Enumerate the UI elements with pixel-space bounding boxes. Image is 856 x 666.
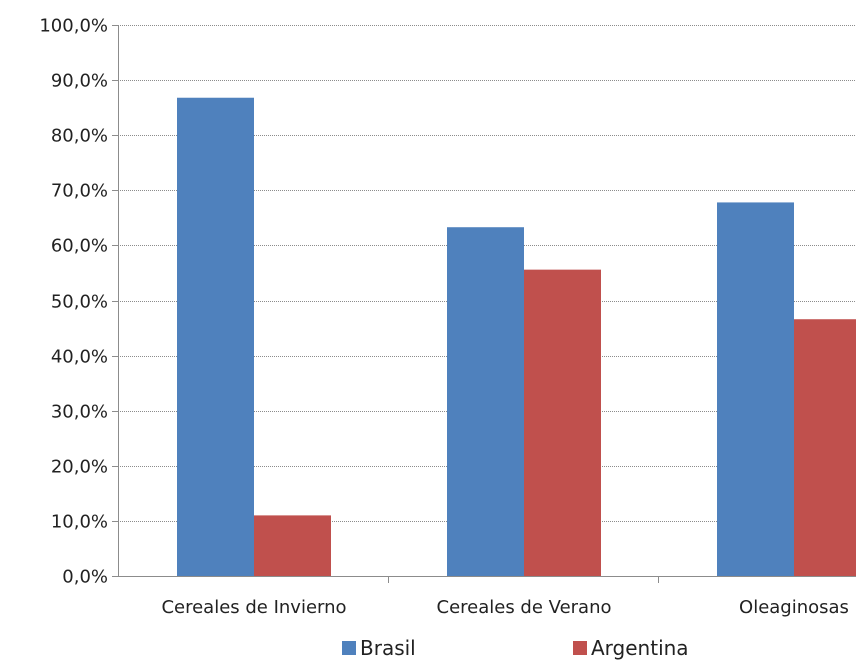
y-tick-label: 20,0% xyxy=(51,457,108,478)
bar-argentina-1 xyxy=(254,515,331,576)
x-tick-label: Oleaginosas xyxy=(739,597,849,618)
y-tick-label: 80,0% xyxy=(51,126,108,147)
y-tick-label: 90,0% xyxy=(51,71,108,92)
y-tick-label: 100,0% xyxy=(39,16,108,37)
bar-brasil-1 xyxy=(177,97,254,577)
legend-label-brasil: Brasil xyxy=(360,636,416,660)
legend: Brasil Argentina xyxy=(342,636,689,660)
bar-argentina-2 xyxy=(524,269,601,576)
x-tick-label: Cereales de Invierno xyxy=(161,597,346,618)
y-tick-label: 30,0% xyxy=(51,402,108,423)
bar-argentina-3 xyxy=(794,319,856,576)
legend-swatch-brasil xyxy=(342,641,356,655)
bar-brasil-3 xyxy=(717,202,794,576)
legend-label-argentina: Argentina xyxy=(591,636,689,660)
bar-brasil-2 xyxy=(447,227,524,577)
x-axis: Cereales de Invierno Cereales de Verano Ol… xyxy=(118,576,856,618)
y-tick-label: 60,0% xyxy=(51,236,108,257)
y-tick-label: 40,0% xyxy=(51,347,108,368)
x-tick-label: Cereales de Verano xyxy=(437,597,612,618)
y-tick-label: 10,0% xyxy=(51,512,108,533)
y-tick-label: 50,0% xyxy=(51,292,108,313)
y-tick-label: 0,0% xyxy=(62,567,108,588)
y-tick-label: 70,0% xyxy=(51,181,108,202)
legend-swatch-argentina xyxy=(573,641,587,655)
bars xyxy=(177,97,856,577)
y-axis: 0,0% 10,0% 20,0% 30,0% 40,0% 50,0% 60,0% 70,0% 8… xyxy=(39,16,119,588)
